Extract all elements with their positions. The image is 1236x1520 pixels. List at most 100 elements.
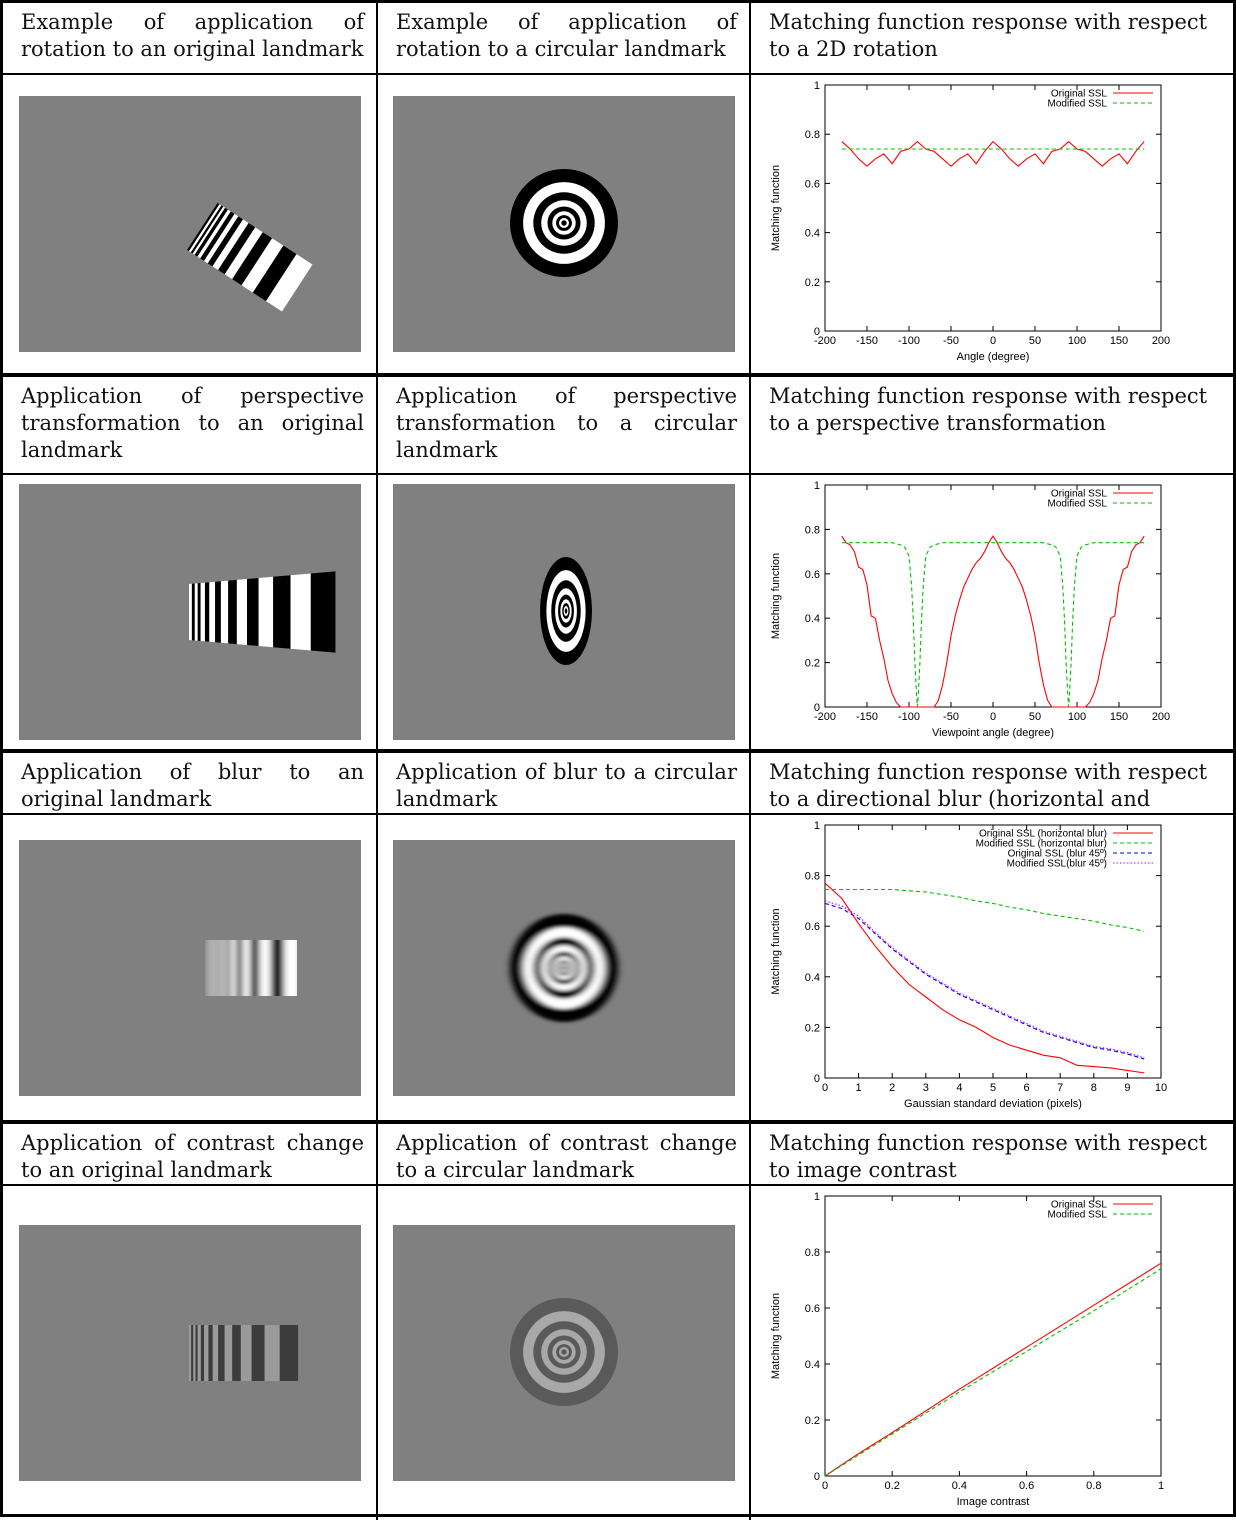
y-tick-label: 0.4 <box>805 972 820 984</box>
landmark-stripe <box>194 207 228 257</box>
y-tick-label: 0.2 <box>805 658 820 670</box>
y-tick-label: 0 <box>814 1073 820 1085</box>
image-contrast-original <box>3 1186 378 1520</box>
header-contrast-chart: Matching function response with respect … <box>751 1124 1236 1186</box>
x-tick-label: 6 <box>1024 1082 1030 1094</box>
header-rotation-original: Example of application of rotation to an… <box>3 3 378 75</box>
landmark-stripe <box>310 571 335 653</box>
header-blur-circular: Application of blur to a circular landma… <box>378 753 751 815</box>
landmark-stripe <box>217 1325 225 1381</box>
x-axis-label: Angle (degree) <box>957 351 1030 363</box>
x-tick-label: 8 <box>1091 1082 1097 1094</box>
legend-label: Modified SSL <box>1048 499 1108 510</box>
landmark-stripe <box>206 939 209 996</box>
legend-label: Original SSL <box>1051 489 1108 500</box>
y-axis-label: Matching function <box>770 908 782 994</box>
series-line <box>841 535 1145 708</box>
chart-rotation-cell: -200 -150 -100 -50 0 50 100 150 200 0 0.2 0.4 0.6 0.8… <box>751 75 1236 377</box>
landmark-stripe <box>235 939 243 996</box>
header-perspective-original: Application of perspective transformatio… <box>3 377 378 475</box>
y-tick-label: 0 <box>814 1471 820 1483</box>
landmark-stripe <box>208 581 215 643</box>
image-rotation-original <box>3 75 378 377</box>
image-perspective-original <box>3 475 378 753</box>
landmark-stripe <box>194 583 198 641</box>
landmark-stripe <box>220 580 228 644</box>
y-tick-label: 1 <box>814 820 820 832</box>
x-tick-label: 200 <box>1152 335 1170 347</box>
x-axis-label: Gaussian standard deviation (pixels) <box>904 1098 1082 1110</box>
series-line <box>824 902 1145 1060</box>
contrast-chart: 0 0.2 0.4 0.6 0.8 1 0 0.2 0.4 0.6 0.8 1 Image contra… <box>770 1191 1164 1508</box>
image-contrast-circular <box>378 1186 751 1520</box>
x-tick-label: -150 <box>856 711 878 723</box>
landmark-stripe <box>190 205 223 254</box>
series-line <box>824 1262 1162 1477</box>
landmark-stripe <box>264 1325 280 1381</box>
image-perspective-circular <box>378 475 751 753</box>
landmark-stripe <box>199 211 235 261</box>
legend-label: Modified SSL(blur 45º) <box>1007 859 1107 870</box>
series-line <box>825 888 1145 932</box>
landmark-stripe <box>231 232 272 286</box>
rotation-chart: -200 -150 -100 -50 0 50 100 150 200 0 0.2 0.4 0.6 0.8… <box>770 80 1170 363</box>
landmark-stripe <box>231 1325 241 1381</box>
y-tick-label: 0.4 <box>805 1359 820 1371</box>
x-tick-label: -100 <box>898 711 920 723</box>
x-tick-label: -50 <box>943 711 959 723</box>
y-tick-label: 0.2 <box>805 277 820 289</box>
series-line <box>824 900 1145 1059</box>
chart-blur-cell: 0 1 2 3 4 5 6 7 8 9 10 0 0.2 0.4 0.6 0.8 1 Gaussian stand… <box>751 815 1236 1124</box>
landmark-stripe <box>208 939 211 996</box>
x-tick-label: 0.8 <box>1086 1480 1101 1492</box>
landmark-stripe <box>212 1325 218 1381</box>
x-tick-label: 100 <box>1068 711 1086 723</box>
plot-frame <box>824 484 1162 708</box>
chart-perspective-cell: -200 -150 -100 -50 0 50 100 150 200 0 0.2 0.4 0.6 0.8… <box>751 475 1236 753</box>
landmark-stripe <box>188 1325 191 1381</box>
landmark-stripe <box>259 939 271 996</box>
landmark-stripe <box>210 939 213 996</box>
x-tick-label: 0.2 <box>885 1480 900 1492</box>
header-perspective-chart: Matching function response with respect … <box>751 377 1236 475</box>
landmark-stripe <box>203 1325 208 1381</box>
legend-label: Modified SSL (horizontal blur) <box>976 839 1107 850</box>
x-tick-label: 50 <box>1029 711 1041 723</box>
x-tick-label: 7 <box>1057 1082 1063 1094</box>
legend-label: Original SSL <box>1051 89 1108 100</box>
y-tick-label: 0.4 <box>805 228 820 240</box>
header-contrast-original: Application of contrast change to an ori… <box>3 1124 378 1186</box>
y-tick-label: 0.2 <box>805 1022 820 1034</box>
x-tick-label: 5 <box>990 1082 996 1094</box>
landmark-stripe <box>249 939 260 996</box>
x-tick-label: 150 <box>1110 711 1128 723</box>
y-axis-label: Matching function <box>770 553 782 639</box>
low-contrast-landmark-image <box>18 1225 361 1481</box>
header-blur-original: Application of blur to an original landm… <box>3 753 378 815</box>
landmark-stripe <box>196 209 231 259</box>
landmark-stripe <box>246 578 259 646</box>
series-line <box>841 140 1145 167</box>
landmark-stripe <box>236 579 247 645</box>
landmark-stripe <box>258 576 273 648</box>
rotated-landmark-image <box>18 96 361 352</box>
y-tick-label: 0 <box>814 326 820 338</box>
legend-label: Original SSL (horizontal blur) <box>979 829 1107 840</box>
landmark-stripe <box>221 939 226 996</box>
x-tick-label: 0 <box>822 1480 828 1492</box>
landmark-stripe <box>251 1325 265 1381</box>
landmark-stripe <box>279 1325 298 1381</box>
perspective-landmark-image <box>18 484 361 740</box>
image-rotation-circular <box>378 75 751 377</box>
x-tick-label: 200 <box>1152 711 1170 723</box>
x-tick-label: 0 <box>822 1082 828 1094</box>
landmark-stripe <box>270 939 284 996</box>
landmark-stripe <box>186 202 219 252</box>
low-contrast-circular-image <box>392 1225 735 1481</box>
image-blur-original <box>3 815 378 1124</box>
header-rotation-circular: Example of application of rotation to a … <box>378 3 751 75</box>
y-tick-label: 0.6 <box>805 921 820 933</box>
landmark-stripe <box>200 582 205 642</box>
x-tick-label: 0.6 <box>1019 1480 1034 1492</box>
y-tick-label: 0.4 <box>805 613 820 625</box>
